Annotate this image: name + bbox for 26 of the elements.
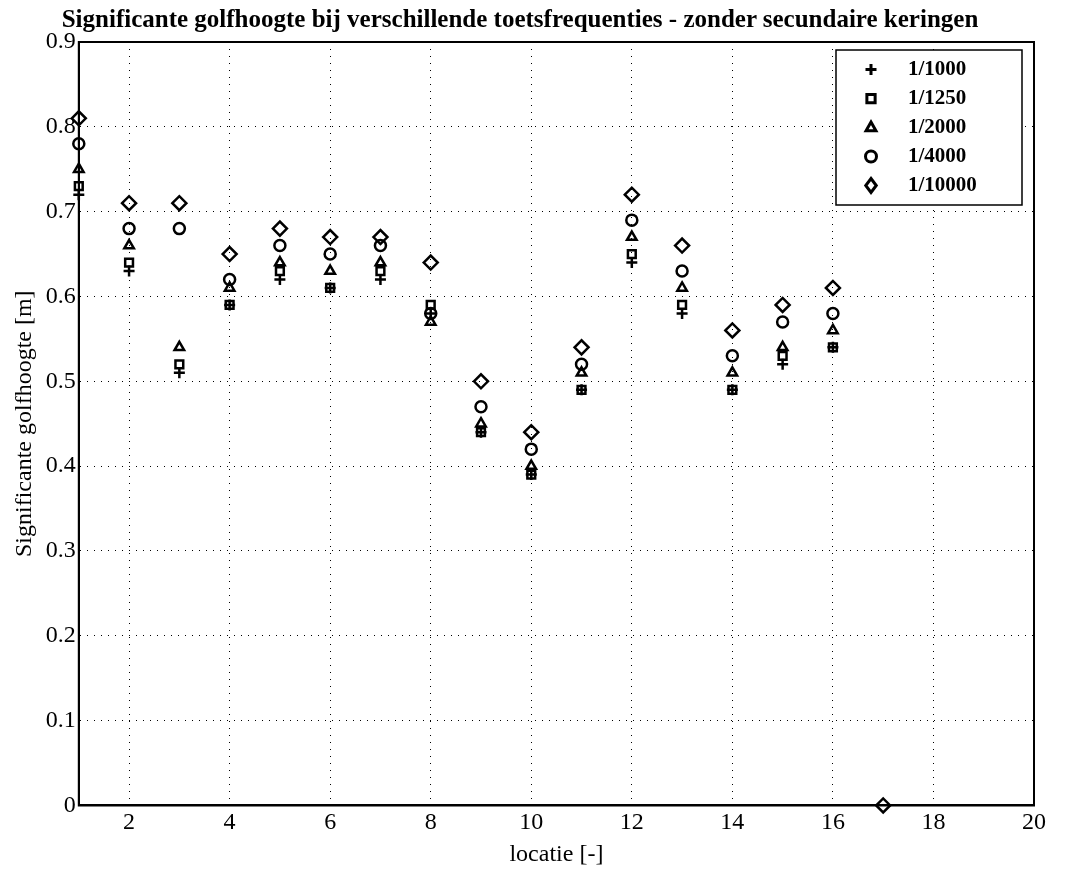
y-tick-label: 0.3: [45, 536, 76, 563]
y-tick-label: 0.2: [45, 621, 76, 648]
x-tick-label: 6: [324, 808, 337, 835]
y-tick-label: 0.1: [45, 705, 76, 732]
x-tick-label: 2: [123, 808, 136, 835]
legend-label: 1/2000: [908, 113, 967, 138]
legend-label: 1/1250: [908, 84, 967, 109]
y-tick-label: 0: [63, 790, 76, 817]
x-tick-label: 14: [720, 808, 745, 835]
y-tick-label: 0.8: [45, 112, 76, 139]
legend-label: 1/1000: [908, 55, 967, 80]
legend-label: 1/10000: [908, 171, 977, 196]
x-tick-label: 20: [1022, 808, 1046, 835]
y-axis-title: Significante golfhoogte [m]: [9, 290, 36, 557]
y-tick-label: 0.5: [45, 366, 76, 393]
x-tick-label: 18: [921, 808, 946, 835]
x-tick-label: 12: [619, 808, 644, 835]
y-tick-label: 0.6: [45, 281, 76, 308]
y-tick-label: 0.7: [45, 196, 76, 223]
x-tick-label: 10: [519, 808, 544, 835]
x-tick-label: 16: [820, 808, 845, 835]
x-axis-title: locatie [-]: [509, 839, 604, 866]
y-tick-label: 0.4: [45, 451, 76, 478]
x-tick-label: 4: [223, 808, 236, 835]
x-tick-label: 8: [424, 808, 437, 835]
legend-label: 1/4000: [908, 142, 967, 167]
